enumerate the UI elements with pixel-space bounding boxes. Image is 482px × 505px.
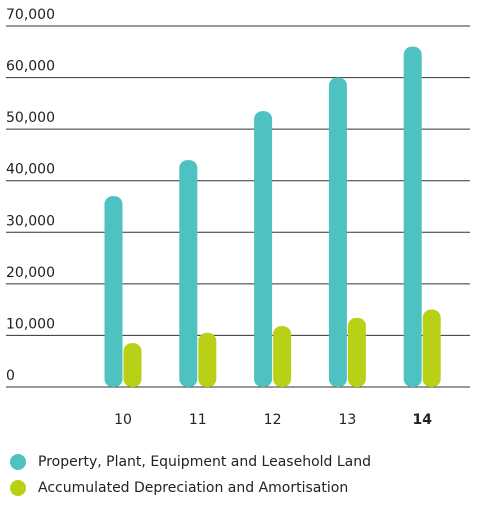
bar: [422, 309, 441, 387]
x-tick-label: 14: [412, 412, 432, 428]
x-tick-label: 11: [189, 412, 207, 428]
x-tick-label: 10: [114, 412, 132, 428]
y-tick-label: 70,000: [6, 7, 55, 23]
bar: [254, 111, 273, 387]
y-tick-label: 40,000: [6, 162, 55, 178]
legend-swatch: [10, 454, 26, 470]
bar: [123, 343, 142, 387]
y-tick-label: 10,000: [6, 316, 55, 332]
y-tick-label: 20,000: [6, 265, 55, 281]
legend-label: Accumulated Depreciation and Amortisatio…: [38, 480, 348, 496]
y-tick-label: 30,000: [6, 213, 55, 229]
bar: [179, 160, 198, 387]
legend-label: Property, Plant, Equipment and Leasehold…: [38, 454, 371, 470]
x-tick-label: 13: [338, 412, 356, 428]
bar: [273, 326, 292, 387]
bar: [328, 77, 347, 388]
bar: [403, 46, 422, 387]
bar: [347, 317, 366, 387]
y-tick-label: 0: [6, 368, 15, 384]
y-tick-label: 50,000: [6, 110, 55, 126]
x-tick-label: 12: [264, 412, 282, 428]
legend-swatch: [10, 480, 26, 496]
y-tick-label: 60,000: [6, 59, 55, 75]
bar: [104, 196, 123, 387]
bar: [198, 332, 217, 387]
